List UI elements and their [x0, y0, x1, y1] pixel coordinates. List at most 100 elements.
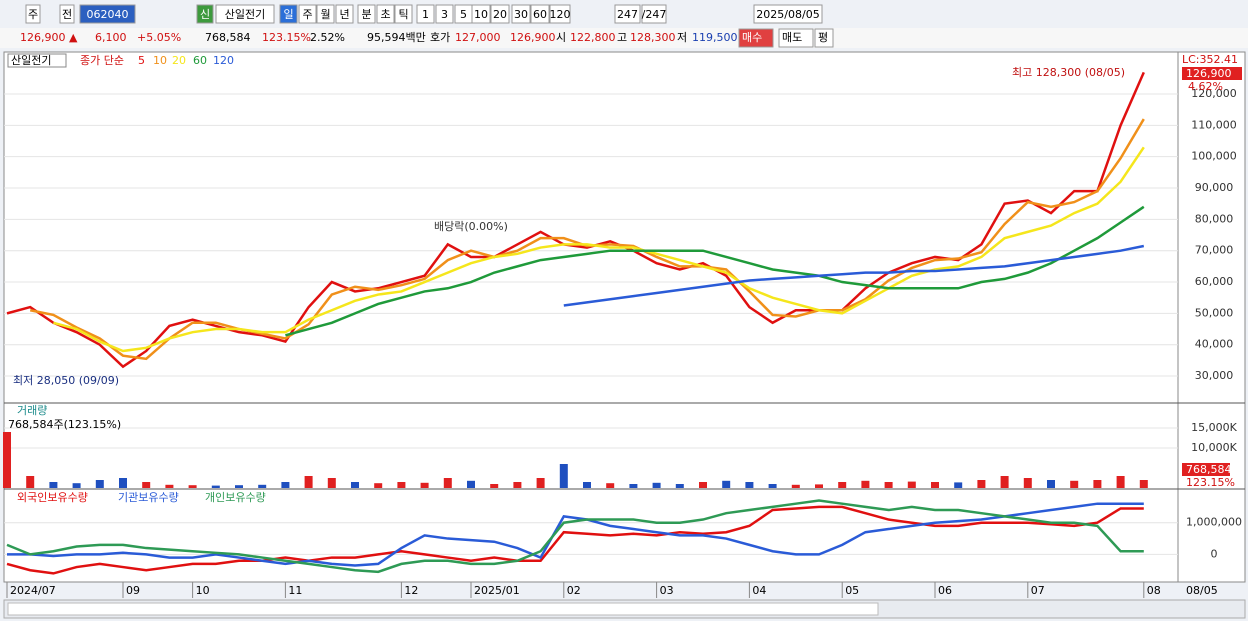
- x-tick-label: 2025/01: [474, 584, 520, 597]
- order-button[interactable]: [814, 28, 834, 48]
- info-text: 2.52%: [310, 31, 345, 44]
- volume-bar: [675, 484, 684, 488]
- toolbar-button[interactable]: [490, 4, 510, 24]
- y-tick-label: 90,000: [1195, 181, 1234, 194]
- x-tick-label: 11: [288, 584, 302, 597]
- info-text: 122,800: [570, 31, 616, 44]
- info-text: 768,584: [205, 31, 251, 44]
- volume-bar: [629, 484, 638, 488]
- volume-bar: [977, 480, 986, 488]
- toolbar-label[interactable]: 년: [339, 8, 349, 21]
- toolbar-button[interactable]: [471, 4, 491, 24]
- volume-bar: [211, 485, 220, 488]
- volume-bar: [351, 482, 359, 488]
- toolbar-label[interactable]: 3: [441, 8, 448, 21]
- legend-entry: 10: [153, 54, 167, 67]
- volume-bar: [1093, 480, 1102, 488]
- toolbar-button[interactable]: [435, 4, 454, 24]
- toolbar-label[interactable]: 10: [474, 8, 488, 21]
- volume-bar: [95, 480, 104, 488]
- toolbar-button[interactable]: [215, 4, 275, 24]
- toolbar-label[interactable]: 일: [283, 7, 293, 21]
- toolbar-label[interactable]: 틱: [398, 8, 408, 21]
- toolbar-label[interactable]: 062040: [87, 8, 129, 21]
- toolbar-label[interactable]: 전: [62, 8, 72, 21]
- info-text: 127,000: [455, 31, 501, 44]
- toolbar-button[interactable]: [416, 4, 435, 24]
- volume-bar: [374, 483, 383, 488]
- toolbar-label[interactable]: /247: [642, 8, 667, 21]
- info-text: 126,900 ▲: [20, 31, 78, 44]
- stock-label: 산일전기: [11, 53, 51, 67]
- y-tick-label: 10,000K: [1191, 441, 1237, 454]
- toolbar-button[interactable]: [279, 4, 298, 24]
- toolbar-label[interactable]: 분: [361, 8, 371, 21]
- series-line: [285, 205, 1145, 337]
- y-tick-label: 1,000,000: [1186, 516, 1242, 529]
- volume-bar: [791, 484, 800, 488]
- info-text[interactable]: 매수: [742, 31, 762, 44]
- order-button[interactable]: [738, 28, 774, 48]
- toolbar-button[interactable]: [394, 4, 413, 24]
- toolbar-button[interactable]: [530, 4, 550, 24]
- toolbar-label[interactable]: 주: [28, 8, 38, 21]
- order-button[interactable]: [778, 28, 814, 48]
- volume-bar: [258, 484, 267, 488]
- toolbar-label[interactable]: 1: [422, 8, 429, 21]
- info-text: 126,900: [510, 31, 556, 44]
- toolbar-button[interactable]: [753, 4, 823, 24]
- volume-bar: [1070, 480, 1079, 488]
- x-end-label: 08/05: [1186, 584, 1218, 597]
- legend-entry: 60: [193, 54, 207, 67]
- toolbar-label[interactable]: 120: [550, 8, 571, 21]
- toolbar-button[interactable]: [196, 4, 214, 24]
- toolbar-label[interactable]: 주: [302, 8, 312, 21]
- info-text[interactable]: 매도: [782, 31, 802, 44]
- toolbar-label[interactable]: 247: [617, 8, 638, 21]
- toolbar-label[interactable]: 60: [533, 8, 547, 21]
- scroll-track[interactable]: [7, 602, 879, 616]
- annotation: 최저 28,050 (09/09): [13, 374, 119, 387]
- toolbar-button[interactable]: [549, 4, 571, 24]
- toolbar-button[interactable]: [641, 4, 667, 24]
- y-tick-label: 80,000: [1195, 212, 1234, 225]
- x-tick-label: 2024/07: [10, 584, 56, 597]
- toolbar-button[interactable]: [316, 4, 335, 24]
- toolbar-button[interactable]: [298, 4, 317, 24]
- toolbar-button[interactable]: [511, 4, 531, 24]
- toolbar-button[interactable]: [614, 4, 641, 24]
- volume-bar: [513, 482, 522, 488]
- y-tick-label: 70,000: [1195, 244, 1234, 257]
- volume-bar: [1139, 480, 1148, 488]
- volume-bar: [490, 484, 499, 488]
- toolbar-button[interactable]: [357, 4, 376, 24]
- y-tick-label: 60,000: [1195, 275, 1234, 288]
- toolbar-label[interactable]: 5: [460, 8, 467, 21]
- volume-bar: [931, 482, 939, 488]
- legend-entry: 개인보유수량: [205, 491, 266, 504]
- toolbar-button[interactable]: [59, 4, 75, 24]
- volume-bar: [327, 478, 336, 488]
- toolbar-label[interactable]: 산일전기: [225, 7, 265, 21]
- info-text: 저: [677, 31, 687, 44]
- toolbar-button[interactable]: [25, 4, 41, 24]
- toolbar-label[interactable]: 20: [493, 8, 507, 21]
- toolbar-label[interactable]: 30: [514, 8, 528, 21]
- series-line: [29, 118, 1145, 361]
- info-text[interactable]: 평: [818, 31, 828, 44]
- x-tick-label: 05: [845, 584, 859, 597]
- volume-bar: [304, 476, 313, 488]
- volume-bar: [420, 482, 429, 488]
- toolbar-label[interactable]: 초: [380, 8, 390, 21]
- toolbar-label[interactable]: 2025/08/05: [756, 8, 819, 21]
- volume-bar: [26, 476, 35, 488]
- toolbar-label[interactable]: 신: [200, 8, 210, 21]
- toolbar-label[interactable]: 월: [320, 8, 330, 21]
- toolbar-button[interactable]: [376, 4, 395, 24]
- volume-bar: [768, 484, 777, 488]
- toolbar-button[interactable]: [79, 4, 136, 24]
- toolbar-button[interactable]: [335, 4, 354, 24]
- volume-bar: [884, 482, 893, 488]
- info-text: +5.05%: [137, 31, 181, 44]
